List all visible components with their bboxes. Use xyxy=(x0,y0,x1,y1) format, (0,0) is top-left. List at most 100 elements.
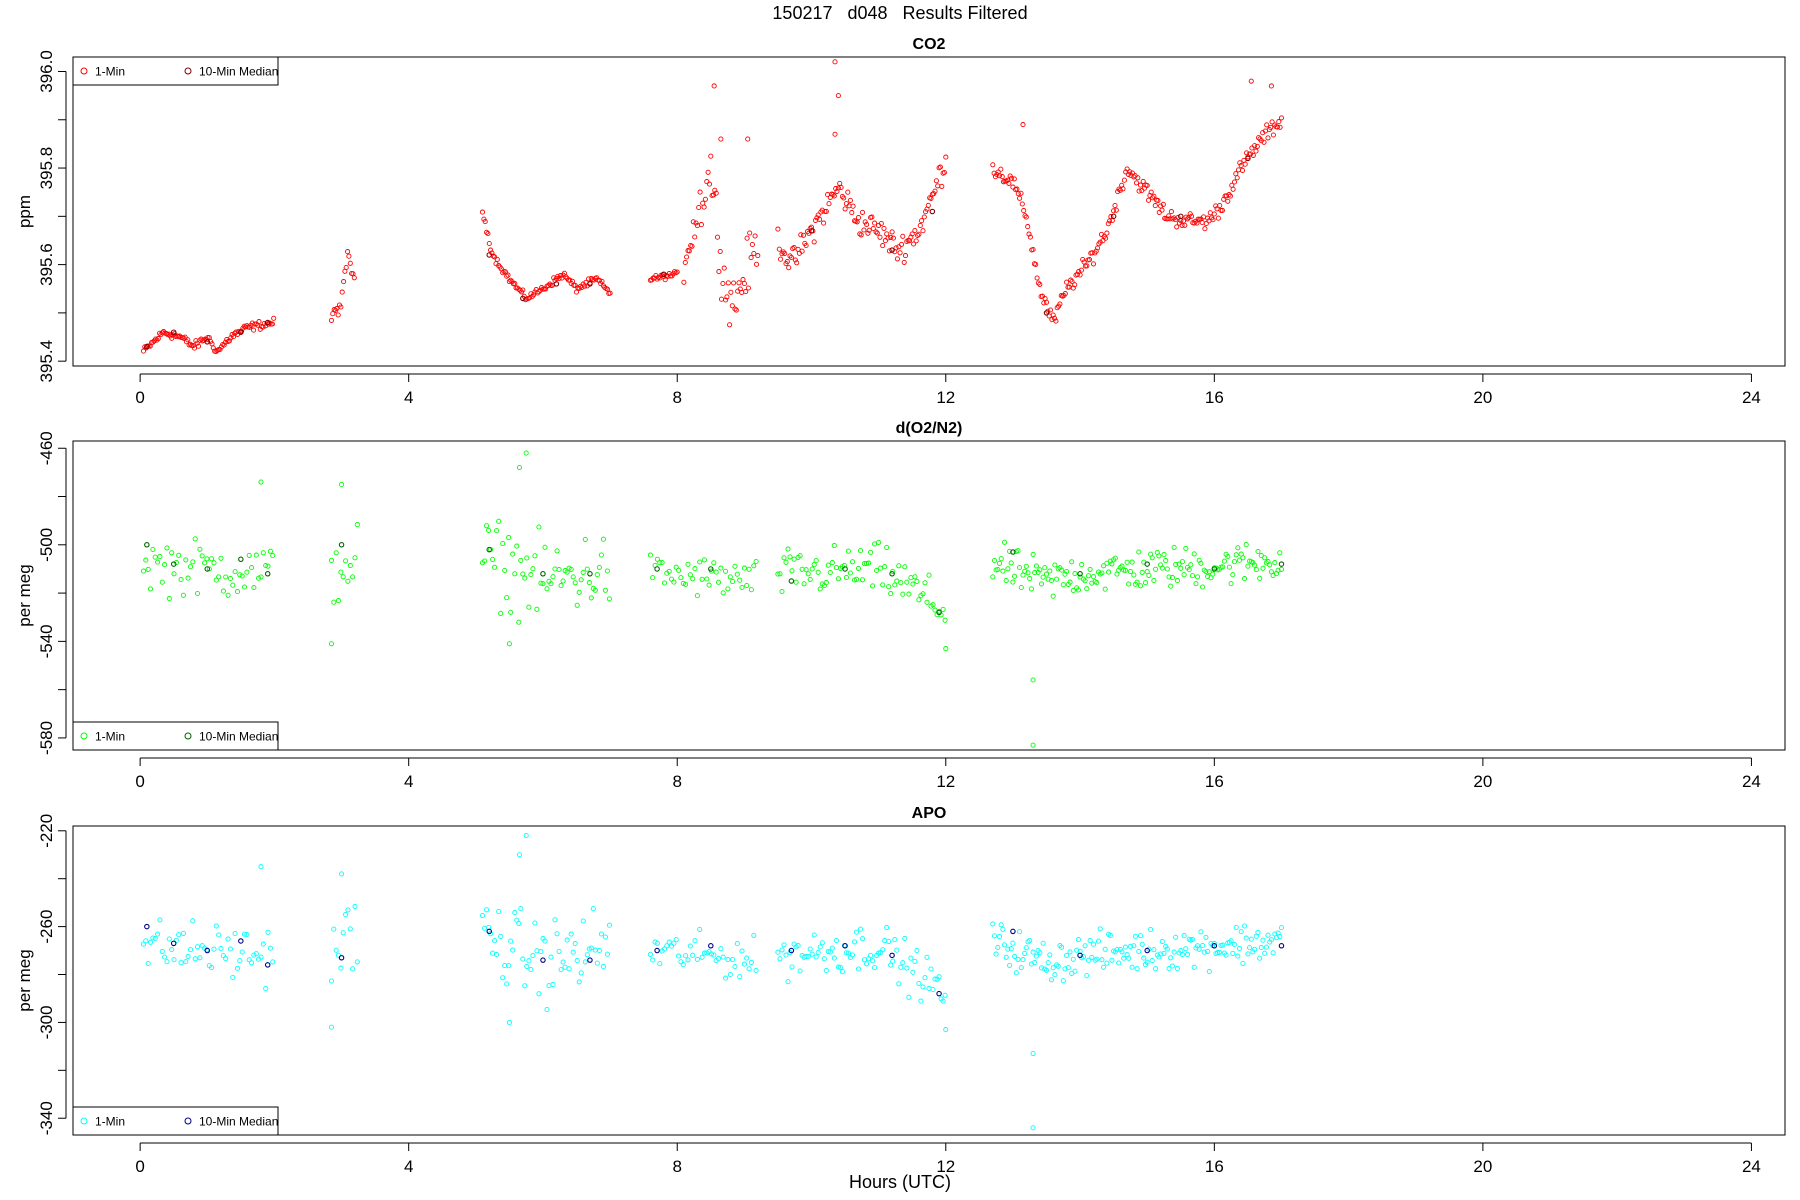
data-point-1min xyxy=(908,234,914,240)
data-point-1min xyxy=(552,917,558,923)
data-point-1min xyxy=(1243,935,1249,941)
data-point-1min xyxy=(512,571,518,577)
data-point-1min xyxy=(223,956,229,962)
data-point-1min xyxy=(698,222,704,228)
data-point-1min xyxy=(872,220,878,226)
data-point-1min xyxy=(492,254,498,260)
data-point-median xyxy=(1010,928,1016,935)
data-point-1min xyxy=(1102,946,1108,952)
data-point-1min xyxy=(792,257,798,263)
data-point-1min xyxy=(1052,972,1058,978)
data-point-1min xyxy=(604,568,610,574)
data-point-1min xyxy=(564,937,570,943)
legend-label-median: 10-Min Median xyxy=(199,65,278,79)
data-point-1min xyxy=(857,926,864,932)
data-point-1min xyxy=(269,321,275,327)
data-point-1min xyxy=(888,234,894,240)
data-point-1min xyxy=(1248,936,1254,942)
data-point-1min xyxy=(779,588,785,595)
data-point-1min xyxy=(253,552,259,558)
data-point-1min xyxy=(1005,566,1011,572)
data-point-1min xyxy=(1140,178,1146,184)
data-point-1min xyxy=(1085,573,1092,579)
data-point-1min xyxy=(778,256,784,262)
data-point-1min xyxy=(1082,943,1088,949)
data-point-1min xyxy=(1033,953,1039,959)
data-point-1min xyxy=(536,991,542,997)
data-point-1min xyxy=(1270,950,1276,956)
data-point-1min xyxy=(737,577,743,583)
data-point-1min xyxy=(258,864,264,870)
data-point-1min xyxy=(1041,300,1047,306)
data-point-1min xyxy=(530,953,536,959)
data-point-1min xyxy=(1075,937,1081,943)
data-point-1min xyxy=(745,136,751,142)
data-point-1min xyxy=(884,231,890,237)
data-point-1min xyxy=(896,981,902,987)
data-point-1min xyxy=(180,930,186,936)
data-point-1min xyxy=(227,575,233,582)
data-point-1min xyxy=(704,576,710,582)
data-point-1min xyxy=(1257,955,1263,961)
data-point-1min xyxy=(1226,564,1232,570)
data-point-1min xyxy=(164,959,170,965)
data-point-1min xyxy=(253,951,259,957)
data-point-1min xyxy=(333,550,339,556)
data-point-1min xyxy=(1072,968,1078,974)
data-point-1min xyxy=(1060,978,1066,984)
data-point-1min xyxy=(718,565,724,571)
data-point-1min xyxy=(166,936,172,942)
data-point-1min xyxy=(338,304,344,310)
data-point-1min xyxy=(338,481,345,488)
y-tick-label: -220 xyxy=(37,814,56,848)
data-point-1min xyxy=(933,178,939,184)
data-point-1min xyxy=(791,556,797,562)
x-tick-label: 16 xyxy=(1205,772,1224,791)
data-point-1min xyxy=(1005,946,1011,952)
data-point-1min xyxy=(538,580,544,586)
data-point-1min xyxy=(267,945,273,951)
data-point-1min xyxy=(518,557,524,563)
data-point-1min xyxy=(1139,569,1145,575)
data-point-1min xyxy=(512,281,518,287)
data-point-1min xyxy=(1062,966,1068,972)
data-point-1min xyxy=(505,272,511,278)
data-point-1min xyxy=(347,926,353,932)
data-point-1min xyxy=(1205,948,1211,954)
data-point-1min xyxy=(882,564,888,570)
x-tick-label: 12 xyxy=(936,388,955,407)
data-point-1min xyxy=(1242,161,1248,167)
data-point-1min xyxy=(343,558,349,564)
data-point-1min xyxy=(864,221,870,227)
data-point-1min xyxy=(578,970,584,976)
data-point-1min xyxy=(182,334,188,340)
data-point-1min xyxy=(502,269,508,275)
data-point-1min xyxy=(187,564,194,570)
data-point-1min xyxy=(338,871,345,877)
data-point-1min xyxy=(328,1024,335,1030)
data-point-1min xyxy=(485,231,491,237)
data-point-1min xyxy=(1231,941,1238,947)
x-tick-label: 0 xyxy=(135,772,144,791)
data-point-1min xyxy=(1064,568,1070,575)
data-point-1min xyxy=(488,247,494,253)
data-point-1min xyxy=(862,219,868,225)
data-point-1min xyxy=(733,307,739,313)
data-point-1min xyxy=(1070,956,1076,962)
data-point-1min xyxy=(880,243,886,249)
data-point-1min xyxy=(596,947,602,954)
data-point-1min xyxy=(570,574,576,580)
data-point-1min xyxy=(234,589,241,595)
y-tick-label: 395.8 xyxy=(37,147,56,190)
data-point-1min xyxy=(1255,548,1261,555)
data-point-1min xyxy=(1240,960,1246,966)
data-point-1min xyxy=(345,907,351,913)
data-point-1min xyxy=(1219,207,1225,213)
data-point-1min xyxy=(926,572,932,578)
data-point-median xyxy=(204,947,211,954)
data-point-1min xyxy=(900,960,906,966)
data-point-1min xyxy=(220,588,226,594)
data-point-1min xyxy=(704,179,710,185)
data-point-1min xyxy=(510,947,516,953)
data-point-median xyxy=(486,252,493,258)
